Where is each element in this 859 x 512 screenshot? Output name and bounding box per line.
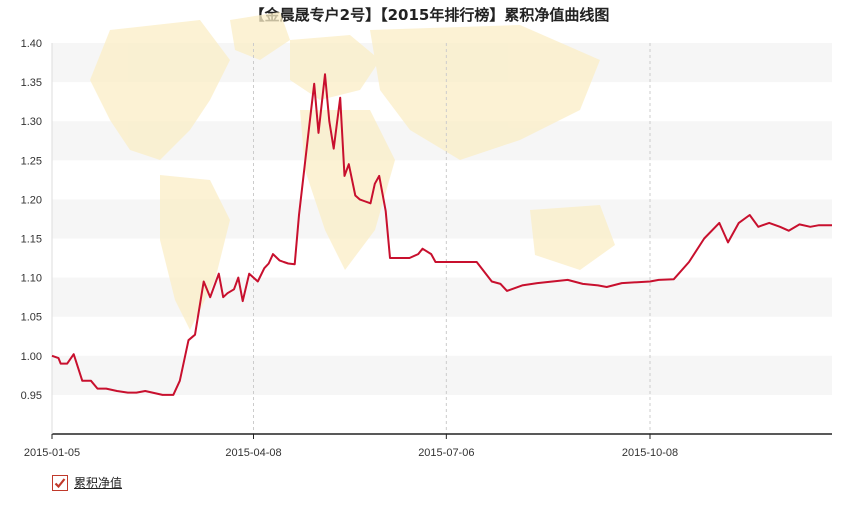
legend-label[interactable]: 累积净值 — [74, 476, 123, 490]
y-tick-label: 1.30 — [21, 116, 42, 128]
map-europe — [290, 35, 380, 100]
y-tick-label: 1.00 — [21, 351, 42, 363]
y-tick-label: 1.15 — [21, 234, 42, 246]
x-tick-label: 2015-10-08 — [622, 447, 678, 459]
checkbox-icon[interactable] — [52, 474, 68, 491]
x-tick-label: 2015-07-06 — [418, 447, 474, 459]
y-tick-label: 1.40 — [21, 38, 42, 50]
line-chart: 0.95 1.00 1.05 1.10 1.15 1.20 1.25 1.30 1.35 1.40… — [21, 12, 832, 459]
map-africa — [300, 110, 395, 270]
map-asia — [370, 25, 600, 160]
map-north-america — [90, 20, 230, 160]
plot-band — [52, 277, 832, 317]
y-tick-label: 1.35 — [21, 77, 42, 89]
y-tick-label: 1.25 — [21, 155, 42, 167]
vertical-gridlines — [253, 43, 651, 434]
chart-title: 【金晨晟专户2号】【2015年排行榜】累积净值曲线图 — [249, 6, 610, 24]
y-axis-ticks: 0.95 1.00 1.05 1.10 1.15 1.20 1.25 1.30 1.35 1.40 — [21, 38, 42, 402]
world-map-watermark — [90, 12, 615, 330]
map-south-america — [160, 175, 230, 330]
x-tick-label: 2015-01-05 — [24, 447, 80, 459]
legend[interactable]: 累积净值 — [52, 474, 122, 491]
map-greenland — [230, 12, 290, 60]
y-tick-label: 1.10 — [21, 273, 42, 285]
x-axis-ticks: 2015-01-05 2015-04-08 2015-07-06 2015-10-08 — [24, 434, 678, 459]
y-tick-label: 1.05 — [21, 312, 42, 324]
y-tick-label: 0.95 — [21, 390, 42, 402]
series-line-cumulative-nav — [51, 73, 832, 396]
y-tick-label: 1.20 — [21, 194, 42, 206]
x-tick-label: 2015-04-08 — [225, 447, 281, 459]
plot-band — [52, 355, 832, 395]
map-australia — [530, 205, 615, 270]
